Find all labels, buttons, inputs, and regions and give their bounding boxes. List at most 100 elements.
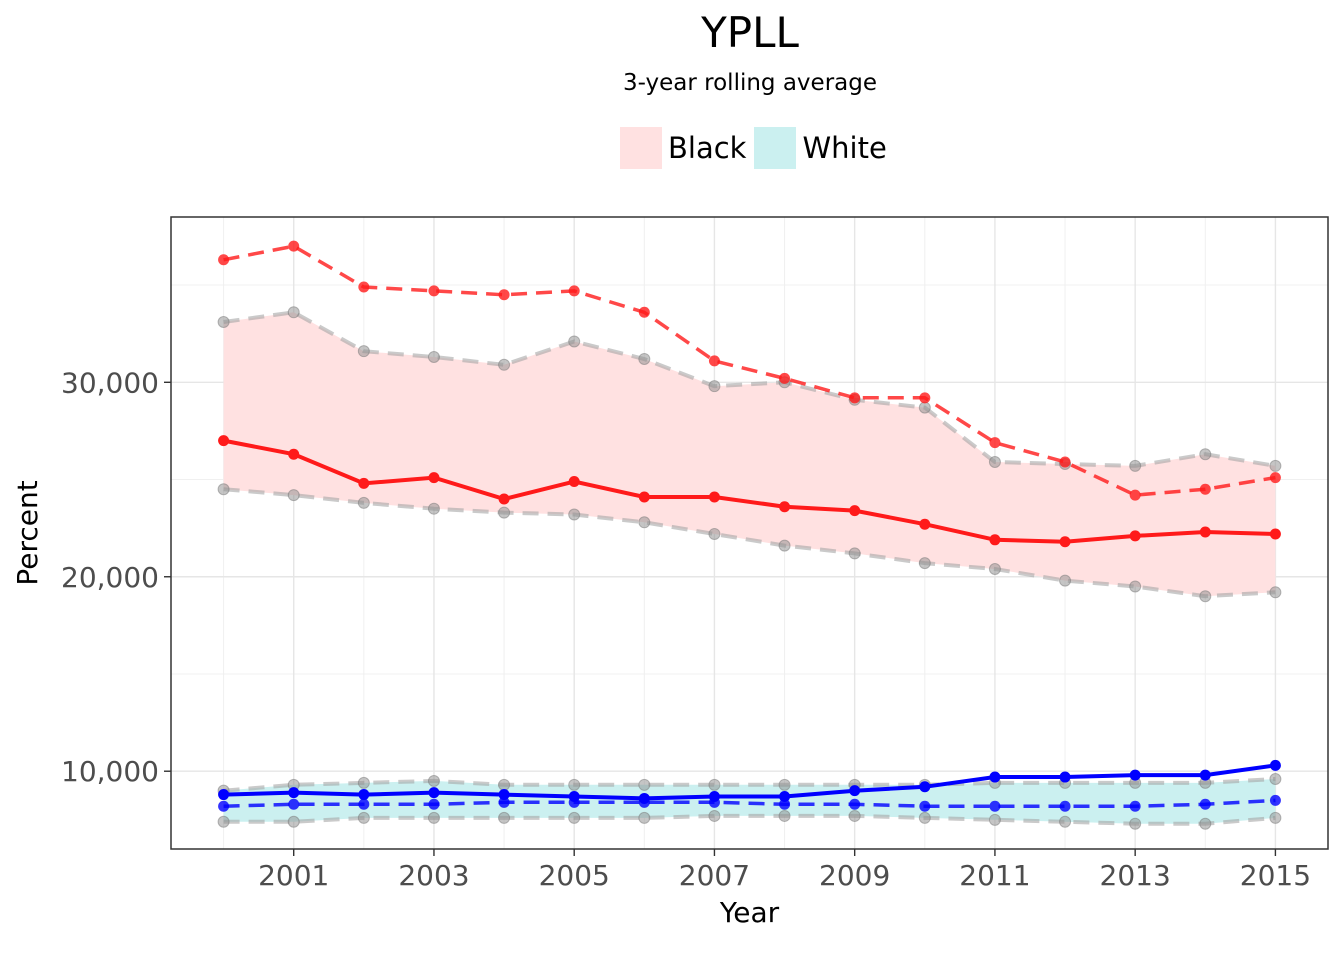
band-point-white	[498, 811, 511, 824]
band-point-white	[217, 815, 230, 828]
dashed-point-black	[1129, 489, 1141, 501]
solid-point-white	[568, 790, 580, 802]
solid-point-black	[708, 491, 720, 503]
band-point-black	[427, 502, 440, 515]
solid-point-white	[919, 781, 931, 793]
solid-point-white	[428, 787, 440, 799]
solid-point-black	[919, 518, 931, 530]
band-point-black	[498, 358, 511, 371]
dashed-point-white	[849, 798, 861, 810]
solid-point-black	[1059, 536, 1071, 548]
dashed-point-black	[218, 254, 230, 266]
dashed-point-black	[358, 281, 370, 293]
band-black	[223, 312, 1276, 597]
dashed-point-white	[1269, 794, 1281, 806]
band-point-black	[568, 335, 581, 348]
band-point-black	[1269, 459, 1282, 472]
band-point-black	[918, 557, 931, 570]
dashed-point-white	[779, 798, 791, 810]
solid-point-white	[708, 790, 720, 802]
band-point-white	[918, 811, 931, 824]
solid-point-white	[288, 787, 300, 799]
band-point-white	[427, 774, 440, 787]
band-point-black	[988, 562, 1001, 575]
band-point-white	[568, 811, 581, 824]
band-point-white	[1199, 817, 1212, 830]
band-point-white	[1269, 811, 1282, 824]
legend-item-black: Black	[620, 127, 746, 169]
x-tick-label: 2009	[819, 859, 890, 892]
band-point-white	[427, 811, 440, 824]
band-lower-line-white	[223, 813, 1276, 826]
band-point-black	[1059, 574, 1072, 587]
solid-point-white	[218, 789, 230, 801]
band-point-black	[638, 516, 651, 529]
dashed-point-black	[1269, 472, 1281, 484]
band-point-white	[638, 778, 651, 791]
legend-key-white	[754, 127, 797, 169]
solid-point-white	[1129, 769, 1141, 781]
solid-point-white	[498, 789, 510, 801]
dashed-point-black	[849, 392, 861, 404]
band-point-white	[357, 811, 370, 824]
legend-label-white: White	[802, 131, 887, 165]
band-white	[223, 779, 1276, 824]
solid-point-black	[779, 501, 791, 513]
dashed-point-black	[779, 372, 791, 384]
solid-point-white	[1269, 759, 1281, 771]
dashed-point-white	[218, 800, 230, 812]
dashed-point-black	[919, 392, 931, 404]
band-upper-line-black	[223, 310, 1276, 468]
solid-point-black	[428, 472, 440, 484]
x-axis-title: Year	[719, 896, 780, 929]
dashed-point-white	[1129, 800, 1141, 812]
dashed-point-white	[1199, 798, 1211, 810]
dashed-point-black	[1059, 456, 1071, 468]
band-point-white	[357, 776, 370, 789]
band-point-black	[217, 316, 230, 329]
solid-point-white	[779, 790, 791, 802]
solid-point-white	[1199, 769, 1211, 781]
solid-point-black	[288, 448, 300, 460]
band-point-white	[1059, 815, 1072, 828]
legend-item-white: White	[754, 127, 887, 169]
band-point-black	[1129, 459, 1142, 472]
band-point-black	[568, 508, 581, 521]
band-point-white	[1269, 772, 1282, 785]
dashed-point-white	[358, 798, 370, 810]
x-tick-label: 2007	[679, 859, 750, 892]
plot-border	[170, 216, 1329, 850]
solid-point-black	[638, 491, 650, 503]
legend: Black White	[620, 126, 895, 170]
band-point-black	[217, 483, 230, 496]
band-point-black	[918, 401, 931, 414]
band-point-white	[1129, 817, 1142, 830]
band-point-white	[638, 811, 651, 824]
dashed-point-white	[498, 796, 510, 808]
solid-point-black	[498, 493, 510, 505]
solid-point-black	[358, 477, 370, 489]
band-point-black	[778, 539, 791, 552]
chart-subtitle: 3-year rolling average	[623, 70, 877, 96]
solid-line-white	[223, 763, 1276, 801]
x-tick-label: 2005	[539, 859, 610, 892]
solid-point-white	[1059, 771, 1071, 783]
dashed-point-black	[498, 289, 510, 301]
solid-point-black	[1269, 528, 1281, 540]
band-point-black	[498, 506, 511, 519]
dashed-point-white	[919, 800, 931, 812]
dashed-point-white	[1059, 800, 1071, 812]
solid-point-black	[218, 435, 230, 447]
dashed-point-black	[708, 355, 720, 367]
band-point-black	[1199, 448, 1212, 461]
x-tick-label: 2001	[258, 859, 329, 892]
solid-point-black	[568, 475, 580, 487]
band-point-black	[1199, 590, 1212, 603]
band-point-black	[988, 456, 1001, 469]
band-point-black	[638, 352, 651, 365]
dashed-point-black	[1199, 483, 1211, 495]
band-point-black	[357, 345, 370, 358]
dashed-point-white	[288, 798, 300, 810]
solid-point-black	[1129, 530, 1141, 542]
